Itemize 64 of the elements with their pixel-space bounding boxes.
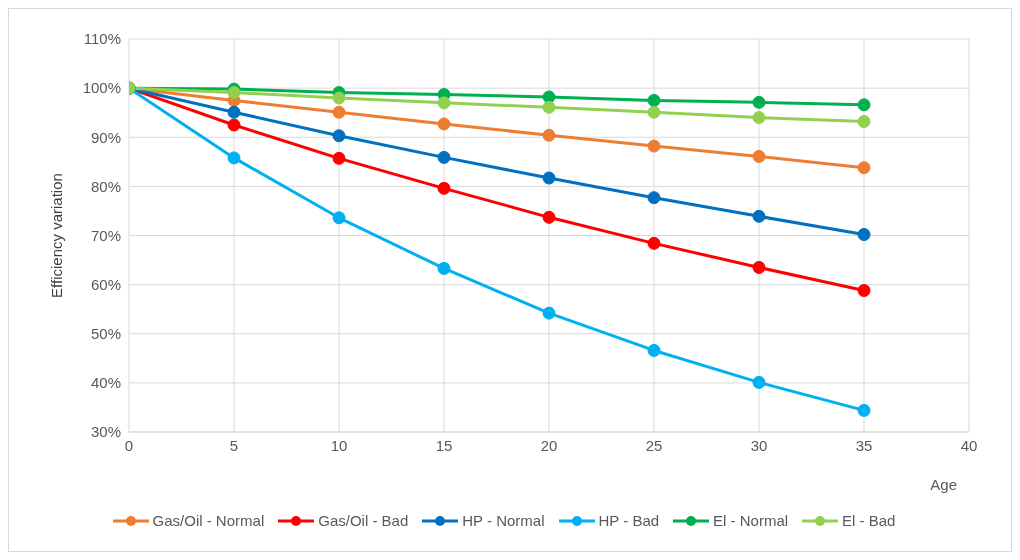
point — [752, 111, 766, 125]
y-axis-title: Efficiency variation — [48, 173, 66, 298]
x-tick-label: 20 — [540, 436, 558, 454]
point — [227, 118, 241, 132]
point — [227, 86, 241, 100]
y-tick-label: 90% — [90, 128, 121, 146]
point — [752, 375, 766, 389]
legend-label: HP - Normal — [462, 512, 545, 529]
point — [647, 105, 661, 119]
point — [437, 261, 451, 275]
point — [752, 260, 766, 274]
x-axis-title: Age — [930, 476, 957, 493]
x-tick-label: 30 — [750, 436, 768, 454]
legend-label: HP - Bad — [598, 512, 660, 529]
legend-label: Gas/Oil - Bad — [318, 512, 409, 529]
y-tick-label: 80% — [90, 177, 121, 195]
point — [857, 228, 871, 242]
y-tick-label: 50% — [90, 325, 121, 343]
x-tick-label: 40 — [960, 436, 978, 454]
point — [857, 284, 871, 298]
point — [857, 98, 871, 112]
point — [332, 91, 346, 105]
point — [542, 90, 556, 104]
x-tick-label: 5 — [229, 436, 239, 454]
point — [857, 403, 871, 417]
point — [542, 128, 556, 142]
point — [437, 117, 451, 131]
x-tick-label: 10 — [330, 436, 348, 454]
point — [857, 115, 871, 129]
y-tick-label: 110% — [83, 30, 121, 48]
legend-label: El - Bad — [842, 512, 896, 529]
point — [227, 105, 241, 119]
y-tick-label: 30% — [90, 423, 121, 441]
point — [752, 95, 766, 109]
point — [437, 181, 451, 195]
point — [332, 105, 346, 119]
point — [752, 149, 766, 163]
point — [647, 343, 661, 357]
point — [227, 151, 241, 165]
x-tick-label: 0 — [124, 436, 134, 454]
point — [332, 151, 346, 165]
point — [542, 210, 556, 224]
point — [647, 191, 661, 205]
point — [647, 93, 661, 107]
point — [647, 236, 661, 250]
y-tick-label: 60% — [90, 275, 121, 293]
point — [542, 100, 556, 114]
x-tick-label: 25 — [645, 436, 663, 454]
point — [857, 161, 871, 175]
point — [332, 211, 346, 225]
legend-label: Gas/Oil - Normal — [152, 512, 265, 529]
point — [752, 209, 766, 223]
y-tick-label: 70% — [90, 226, 121, 244]
point — [647, 139, 661, 153]
legend-label: El - Normal — [713, 512, 789, 529]
point — [437, 150, 451, 164]
x-tick-label: 35 — [855, 436, 873, 454]
x-tick-label: 15 — [435, 436, 453, 454]
point — [542, 306, 556, 320]
y-tick-label: 100% — [82, 79, 121, 97]
y-tick-label: 40% — [90, 374, 121, 392]
point — [542, 171, 556, 185]
point — [332, 129, 346, 143]
point — [437, 96, 451, 110]
